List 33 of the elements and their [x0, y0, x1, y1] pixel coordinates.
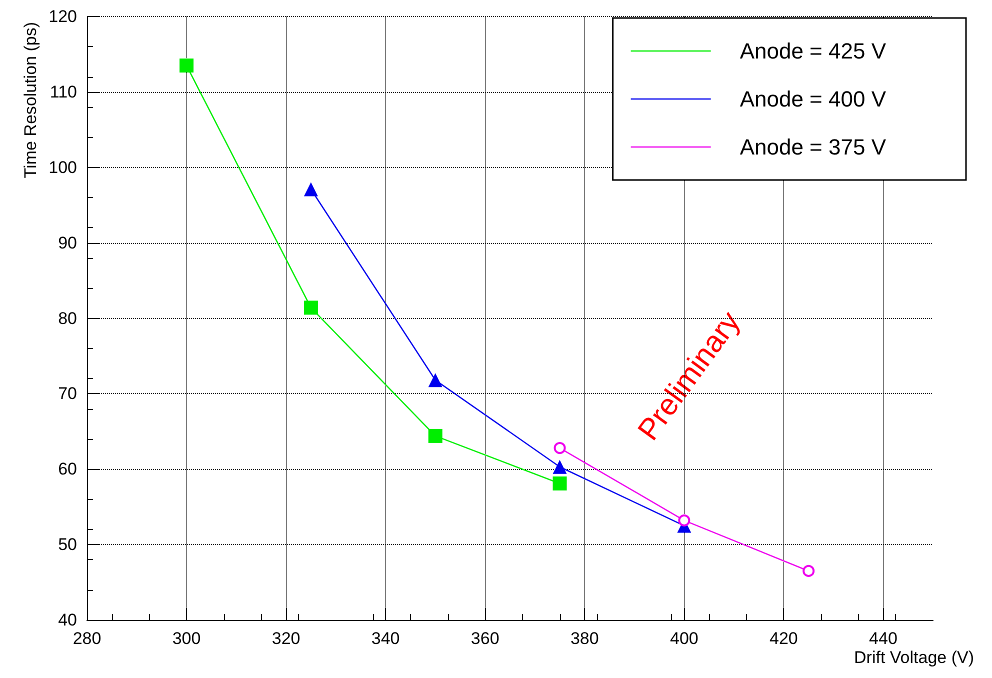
- y-tick-label: 70: [58, 384, 77, 404]
- x-axis-title: Drift Voltage (V): [854, 648, 974, 667]
- y-tick-label: 50: [58, 535, 77, 554]
- y-tick-label: 90: [58, 233, 77, 252]
- point: [554, 442, 566, 454]
- legend-label: Anode = 400 V: [740, 86, 886, 112]
- y-tick-label: 60: [58, 460, 77, 479]
- point: [552, 460, 567, 474]
- y-tick-label: 100: [48, 158, 77, 177]
- point: [552, 476, 567, 490]
- point: [428, 428, 442, 443]
- point: [304, 300, 318, 315]
- y-tick-label: 120: [48, 7, 77, 26]
- point: [304, 182, 318, 196]
- x-tick-label: 420: [770, 629, 798, 648]
- legend-label: Anode = 425 V: [740, 38, 886, 64]
- point: [678, 514, 690, 526]
- x-tick-label: 320: [272, 629, 300, 648]
- legend-label: Anode = 375 V: [740, 134, 886, 160]
- x-tick-label: 380: [570, 629, 599, 648]
- point: [802, 564, 815, 577]
- x-tick-label: 280: [72, 629, 102, 648]
- x-tick-label: 300: [172, 629, 201, 648]
- x-tick-label: 440: [869, 629, 898, 648]
- x-tick-label: 360: [470, 629, 500, 648]
- point: [428, 373, 442, 388]
- point: [180, 58, 194, 73]
- x-tick-label: 340: [371, 629, 400, 648]
- x-tick-label: 400: [670, 629, 698, 648]
- y-axis-title: Time Resolution (ps): [21, 22, 40, 178]
- y-tick-label: 40: [58, 610, 77, 630]
- y-tick-label: 80: [58, 308, 77, 328]
- y-tick-label: 110: [50, 82, 77, 102]
